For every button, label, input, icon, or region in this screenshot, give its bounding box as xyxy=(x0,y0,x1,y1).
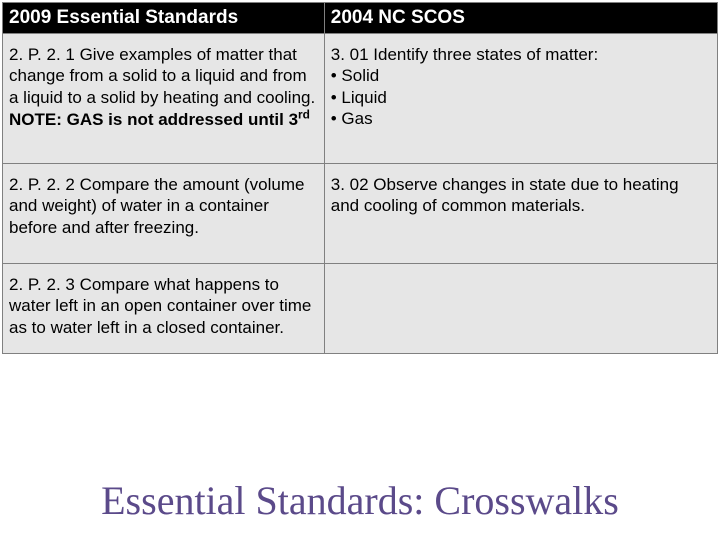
cell-left: 2. P. 2. 2 Compare the amount (volume an… xyxy=(3,164,325,264)
cell-right: 3. 02 Observe changes in state due to he… xyxy=(324,164,717,264)
table-header-row: 2009 Essential Standards 2004 NC SCOS xyxy=(3,3,718,34)
standards-table-wrap: 2009 Essential Standards 2004 NC SCOS 2.… xyxy=(0,0,720,354)
cell-left: 2. P. 2. 3 Compare what happens to water… xyxy=(3,264,325,354)
standards-table: 2009 Essential Standards 2004 NC SCOS 2.… xyxy=(2,2,718,354)
cell-left: 2. P. 2. 1 Give examples of matter that … xyxy=(3,34,325,164)
table-row: 2. P. 2. 1 Give examples of matter that … xyxy=(3,34,718,164)
page-title: Essential Standards: Crosswalks xyxy=(0,477,720,524)
table-row: 2. P. 2. 2 Compare the amount (volume an… xyxy=(3,164,718,264)
table-header-left: 2009 Essential Standards xyxy=(3,3,325,34)
cell-right: 3. 01 Identify three states of matter:• … xyxy=(324,34,717,164)
table-row: 2. P. 2. 3 Compare what happens to water… xyxy=(3,264,718,354)
table-header-right: 2004 NC SCOS xyxy=(324,3,717,34)
table-body: 2. P. 2. 1 Give examples of matter that … xyxy=(3,34,718,354)
cell-right xyxy=(324,264,717,354)
